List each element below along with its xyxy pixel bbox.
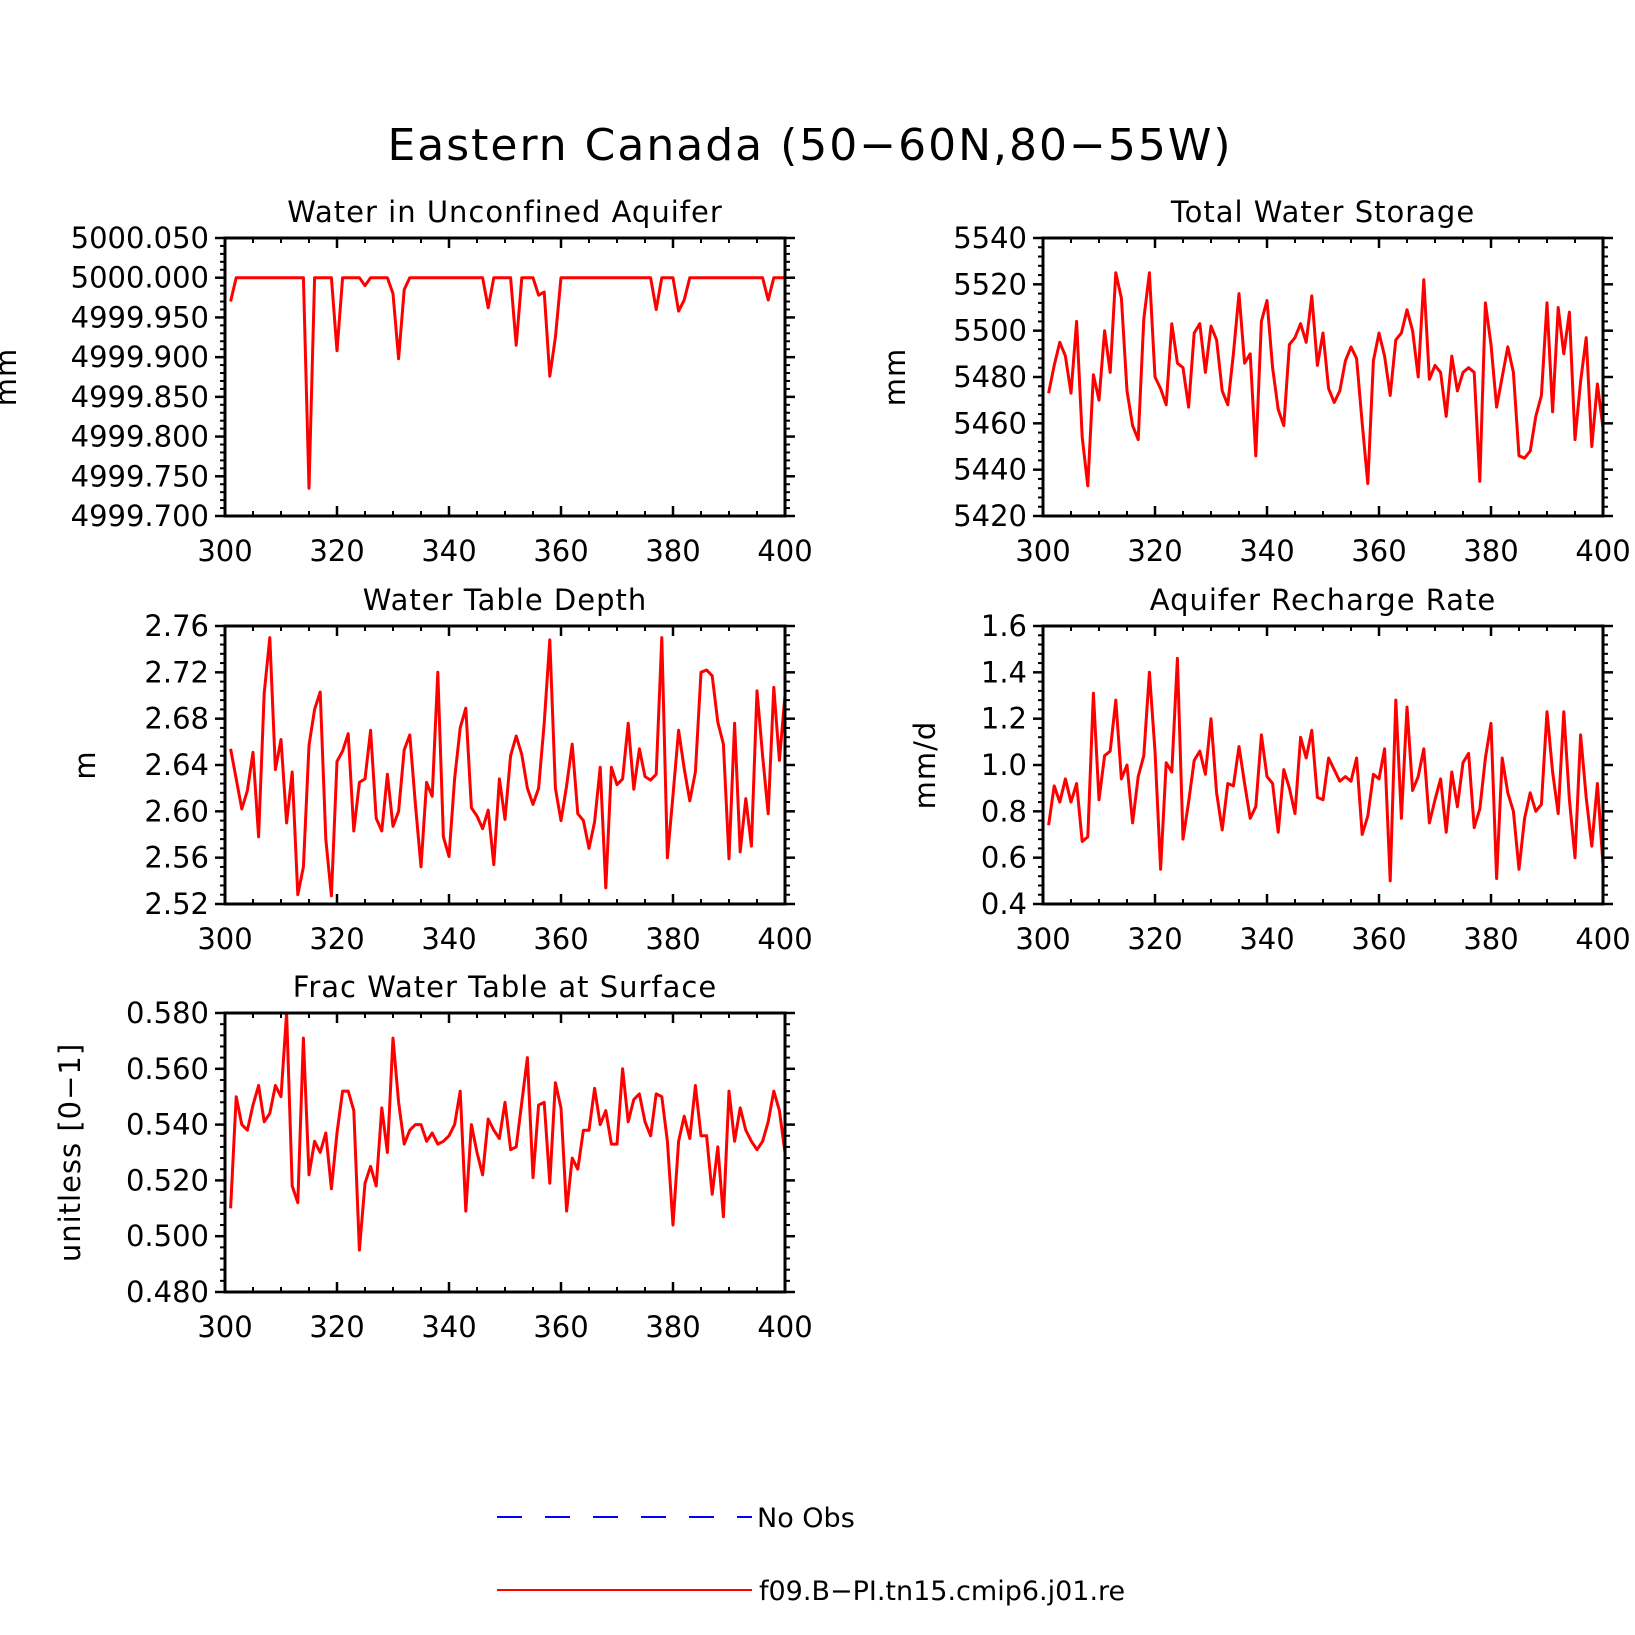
y-tick-label: 4999.700 [71,499,209,533]
y-tick-label: 0.560 [126,1052,209,1086]
x-tick-label: 320 [1127,534,1182,568]
x-tick-label: 400 [757,1310,812,1344]
y-tick-label: 0.4 [981,887,1027,921]
y-tick-label: 1.0 [981,748,1027,782]
y-tick-label: 2.68 [144,702,209,736]
chart-panel: Aquifer Recharge Rate mm/d 300 320 340 360 380… [908,583,1631,956]
y-tick-label: 0.580 [126,996,209,1030]
y-axis-label: mm [878,348,912,407]
y-tick-label: 5460 [953,406,1027,440]
y-axis-label: m [68,750,102,779]
y-tick-label: 2.56 [144,841,209,875]
chart-panel: Water in Unconfined Aquifer mm 300 320 340 36… [0,195,813,568]
x-tick-label: 320 [309,922,364,956]
x-tick-label: 360 [1351,534,1406,568]
panel-title: Aquifer Recharge Rate [1150,583,1497,617]
panel-title: Frac Water Table at Surface [293,970,717,1004]
y-tick-label: 1.6 [981,609,1027,643]
y-tick-label: 1.2 [981,702,1027,736]
figure-title: Eastern Canada (50−60N,80−55W) [387,120,1232,171]
y-tick-label: 2.72 [144,655,209,689]
y-tick-label: 4999.950 [71,300,209,334]
x-tick-label: 400 [1575,922,1630,956]
x-tick-label: 360 [533,922,588,956]
y-tick-label: 5000.000 [71,261,209,295]
x-tick-label: 300 [197,1310,252,1344]
x-tick-label: 400 [757,922,812,956]
x-tick-label: 400 [757,534,812,568]
y-tick-label: 4999.750 [71,459,209,493]
y-tick-label: 2.76 [144,609,209,643]
y-tick-label: 4999.850 [71,380,209,414]
chart-panel: Frac Water Table at Surface unitless [0−1… [53,970,813,1344]
x-tick-label: 380 [645,922,700,956]
y-tick-label: 1.4 [981,655,1027,689]
y-tick-label: 2.64 [144,748,209,782]
x-tick-label: 340 [421,1310,476,1344]
plot-frame [223,1011,787,1294]
panel-title: Water Table Depth [363,583,648,617]
y-axis-label: mm/d [908,721,942,810]
panel-title: Water in Unconfined Aquifer [287,195,723,229]
y-tick-label: 0.520 [126,1163,209,1197]
y-tick-label: 0.6 [981,841,1027,875]
x-tick-label: 300 [1015,534,1070,568]
x-tick-label: 380 [1463,922,1518,956]
x-tick-label: 400 [1575,534,1630,568]
y-tick-label: 0.500 [126,1219,209,1253]
y-tick-label: 4999.800 [71,420,209,454]
x-tick-label: 320 [309,534,364,568]
y-tick-label: 5000.050 [71,221,209,255]
x-tick-label: 300 [197,922,252,956]
series-line [229,1011,787,1252]
x-tick-label: 340 [421,922,476,956]
y-tick-label: 5500 [953,314,1027,348]
x-tick-label: 340 [1239,922,1294,956]
y-tick-label: 2.52 [144,887,209,921]
x-tick-label: 320 [309,1310,364,1344]
x-tick-label: 320 [1127,922,1182,956]
series-line [229,276,785,490]
series-line [229,636,787,898]
series-line [1047,271,1605,488]
x-tick-label: 300 [197,534,252,568]
y-tick-label: 5440 [953,453,1027,487]
plot-frame [223,624,787,906]
chart-panel: Water Table Depth m 300 320 340 360 380 400 2.52… [68,583,813,956]
y-tick-label: 5540 [953,221,1027,255]
x-tick-label: 380 [645,534,700,568]
y-tick-label: 0.540 [126,1108,209,1142]
x-tick-label: 380 [645,1310,700,1344]
chart-panel: Total Water Storage mm 300 320 340 360 380 400 5… [878,195,1631,568]
legend-obs-label: No Obs [757,1503,855,1534]
x-tick-label: 360 [533,534,588,568]
legend-model-label: f09.B−PI.tn15.cmip6.j01.re [759,1576,1125,1607]
y-tick-label: 0.8 [981,794,1027,828]
y-tick-label: 2.60 [144,794,209,828]
plot-frame [1041,624,1605,906]
panel-title: Total Water Storage [1170,195,1475,229]
x-tick-label: 360 [1351,922,1406,956]
panels: Water in Unconfined Aquifer mm 300 320 340 36… [0,195,1631,1344]
plot-frame [223,236,787,518]
y-tick-label: 5480 [953,360,1027,394]
y-axis-label: mm [0,348,23,407]
series-line [1047,656,1605,883]
x-tick-label: 340 [1239,534,1294,568]
y-tick-label: 5520 [953,267,1027,301]
legend: No Obs f09.B−PI.tn15.cmip6.j01.re [497,1503,1125,1607]
y-tick-label: 4999.900 [71,340,209,374]
y-tick-label: 0.480 [126,1275,209,1309]
x-tick-label: 300 [1015,922,1070,956]
y-tick-label: 5420 [953,499,1027,533]
x-tick-label: 380 [1463,534,1518,568]
y-axis-label: unitless [0−1] [53,1043,87,1262]
x-tick-label: 360 [533,1310,588,1344]
plot-frame [1041,236,1605,518]
x-tick-label: 340 [421,534,476,568]
